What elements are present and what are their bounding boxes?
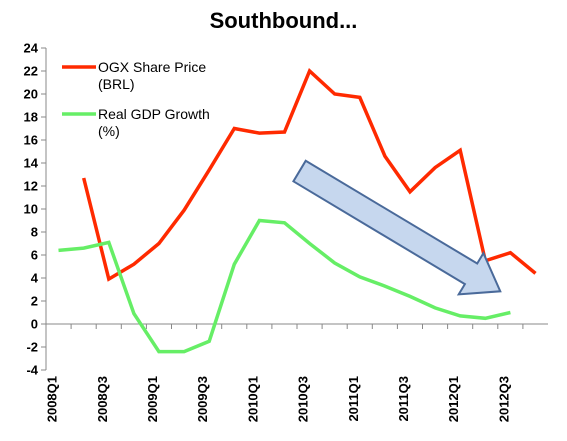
legend-label: (BRL) — [98, 76, 135, 92]
x-tick-label: 2009Q3 — [195, 376, 210, 422]
y-tick-label: 22 — [24, 64, 38, 79]
y-tick-label: -4 — [26, 363, 38, 378]
legend-label: (%) — [98, 123, 120, 139]
y-tick-label: 24 — [24, 41, 39, 56]
y-tick-label: 18 — [24, 110, 38, 125]
y-tick-label: 2 — [31, 294, 38, 309]
x-tick-label: 2010Q3 — [296, 376, 311, 422]
y-tick-label: 14 — [24, 156, 39, 171]
x-tick-label: 2010Q1 — [245, 376, 260, 422]
chart-title: Southbound... — [209, 8, 358, 33]
series-line-ogx-share-price — [82, 68, 537, 282]
y-tick-label: 4 — [31, 271, 39, 286]
x-tick-label: 2011Q1 — [346, 376, 361, 422]
x-tick-label: 2008Q1 — [45, 376, 60, 422]
x-tick-label: 2008Q3 — [95, 376, 110, 422]
series-lines — [58, 68, 537, 354]
x-tick-label: 2012Q3 — [496, 376, 511, 422]
x-tick-label: 2012Q1 — [446, 376, 461, 422]
series-line-real-gdp-growth — [58, 218, 511, 354]
y-tick-label: 8 — [31, 225, 38, 240]
chart-legend: OGX Share Price(BRL) Real GDP Growth(%) — [62, 59, 210, 139]
legend-label: OGX Share Price — [98, 59, 206, 75]
y-tick-label: 0 — [31, 317, 38, 332]
x-axis-ticks: 2008Q1 2008Q3 2009Q1 2009Q3 2010Q1 2010Q3 2011… — [45, 324, 524, 422]
legend-label: Real GDP Growth — [98, 106, 210, 122]
x-tick-label: 2011Q3 — [396, 376, 411, 422]
y-tick-label: -2 — [26, 340, 38, 355]
y-tick-label: 6 — [31, 248, 38, 263]
y-tick-label: 10 — [24, 202, 38, 217]
annotations — [292, 159, 502, 296]
y-tick-label: 12 — [24, 179, 38, 194]
y-tick-label: 16 — [24, 133, 38, 148]
trend-arrow — [292, 159, 502, 296]
y-tick-label: 20 — [24, 87, 38, 102]
x-tick-label: 2009Q1 — [145, 376, 160, 422]
